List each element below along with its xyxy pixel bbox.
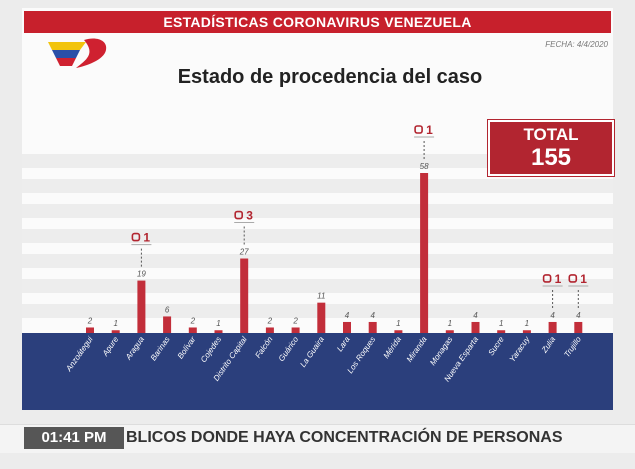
data-label: 1 — [525, 319, 529, 328]
data-label: 11 — [317, 292, 325, 301]
bar — [445, 330, 454, 333]
annotation-label: 1 — [143, 231, 150, 245]
data-label: 4 — [370, 311, 375, 320]
annotation-label: 1 — [580, 272, 587, 286]
bar — [188, 327, 197, 333]
bar — [163, 316, 172, 333]
data-label: 4 — [345, 311, 350, 320]
bar — [137, 280, 146, 333]
header-title: ESTADÍSTICAS CORONAVIRUS VENEZUELA — [24, 11, 611, 33]
grid-stripe — [22, 229, 613, 243]
ticker-time: 01:41 PM — [24, 427, 124, 449]
data-label: 1 — [448, 319, 452, 328]
data-label: 4 — [550, 311, 555, 320]
bar — [214, 330, 223, 333]
bar — [86, 327, 94, 333]
bar — [343, 321, 351, 333]
data-label: 4 — [473, 311, 478, 320]
bar — [420, 173, 429, 333]
bar — [111, 330, 120, 333]
bar — [368, 321, 377, 333]
annotation-label: 1 — [426, 123, 433, 137]
data-label: 1 — [499, 319, 503, 328]
bar — [317, 302, 326, 333]
grid-stripe — [22, 204, 613, 218]
bar — [265, 327, 274, 333]
chart-title: Estado de procedencia del caso — [177, 66, 483, 88]
data-label: 2 — [292, 316, 298, 325]
venezuela-flag-logo — [48, 38, 107, 68]
bar — [291, 327, 300, 333]
bar — [240, 258, 249, 333]
annotation-icon — [542, 274, 552, 283]
data-label: 58 — [420, 162, 429, 171]
annotation-icon — [234, 210, 243, 220]
data-label: 1 — [113, 319, 117, 328]
grid-stripe — [22, 179, 613, 193]
total-value: 155 — [530, 144, 572, 171]
bar — [548, 321, 557, 333]
total-label: TOTAL — [523, 125, 579, 144]
data-label: 19 — [137, 270, 146, 279]
data-label: 6 — [165, 305, 170, 314]
grid-stripe — [22, 279, 613, 293]
annotation-label: 3 — [246, 209, 253, 223]
bar — [574, 321, 583, 333]
data-label: 2 — [87, 316, 93, 325]
date-label: FECHA: 4/4/2020 — [545, 40, 608, 49]
ticker-text: BLICOS DONDE HAYA CONCENTRACIÓN DE PERSO… — [126, 429, 563, 446]
grid-stripe — [22, 154, 613, 168]
data-label: 1 — [396, 319, 400, 328]
data-label: 4 — [576, 311, 581, 320]
total-box: TOTAL 155 — [488, 120, 614, 176]
data-label: 1 — [216, 319, 220, 328]
annotation-icon — [131, 232, 141, 242]
bar — [497, 330, 506, 333]
annotation-icon — [414, 125, 423, 134]
bar — [394, 330, 403, 333]
data-label: 2 — [267, 316, 273, 325]
bar — [471, 321, 480, 333]
annotation-label: 1 — [555, 272, 562, 286]
x-axis-band — [22, 333, 613, 410]
annotation-icon — [568, 274, 578, 283]
bar — [522, 330, 531, 333]
data-label: 27 — [239, 248, 249, 257]
grid-stripe — [22, 254, 613, 268]
data-label: 2 — [190, 316, 196, 325]
